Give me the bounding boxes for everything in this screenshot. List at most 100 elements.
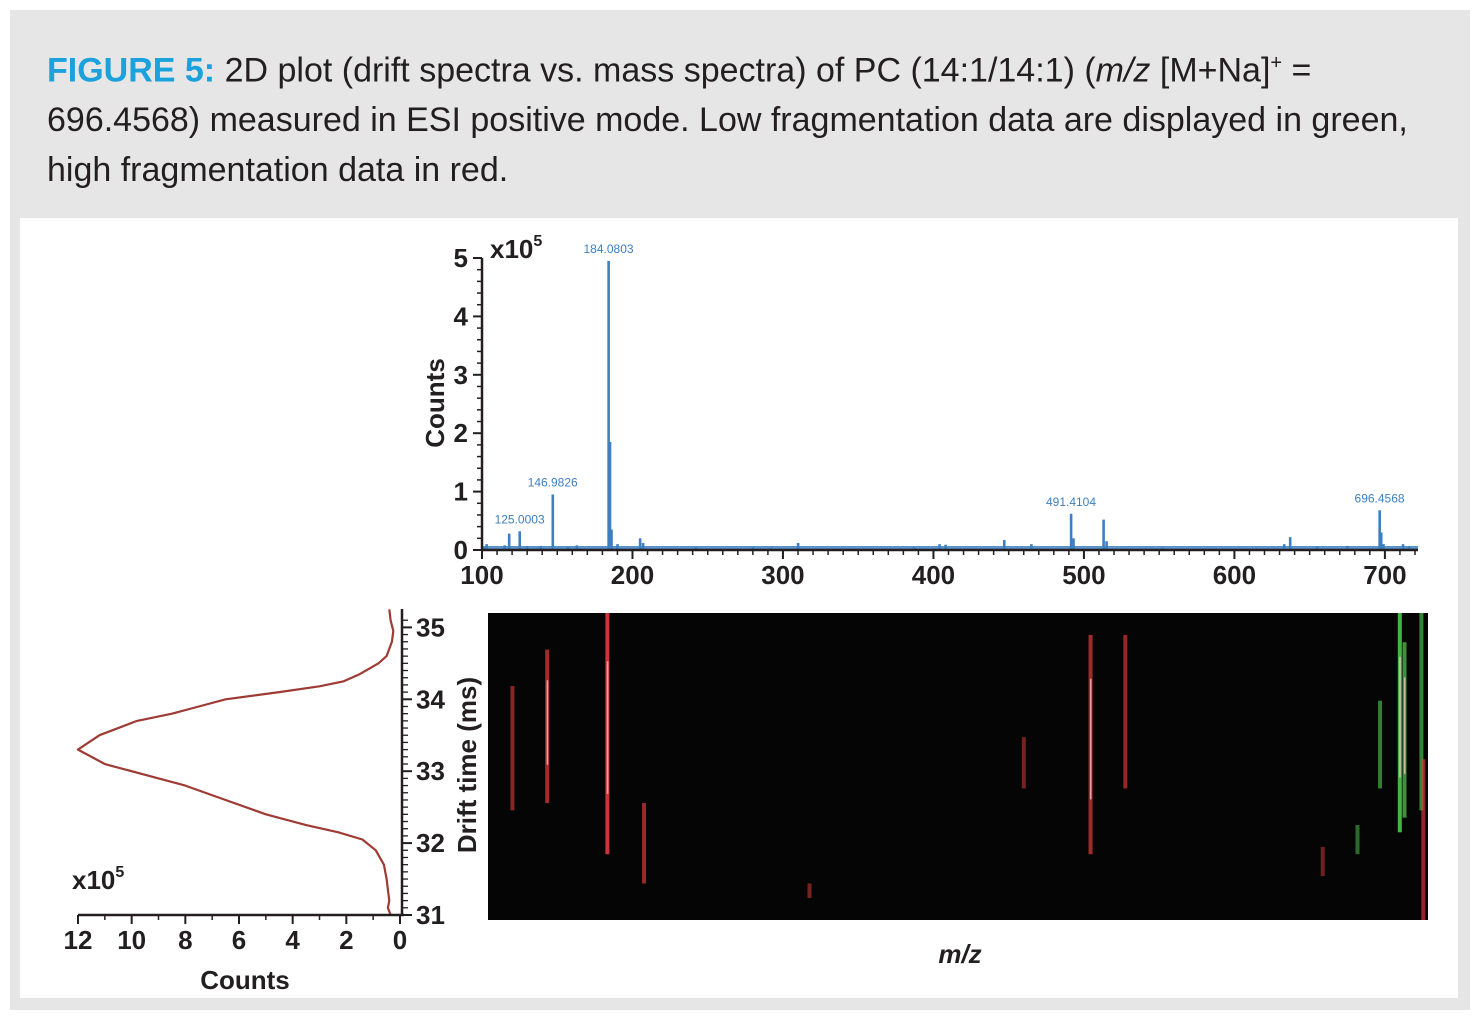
heatmap-streak-core <box>546 680 549 765</box>
ms-x-tick-label: 500 <box>1062 560 1105 590</box>
drift-spectrum: x105 Counts Drift time (ms) 12 10 8 6 4 2 0 31 3… <box>64 609 482 995</box>
drift-x-tick-label: 12 <box>64 925 93 955</box>
heatmap-streak <box>510 686 515 811</box>
heatmap-streak <box>807 883 812 899</box>
ms-peak-label: 146.9826 <box>528 476 578 490</box>
ms-peak-bar <box>566 547 570 550</box>
heatmap-xlabel: m/z <box>938 939 981 969</box>
ms-x-tick-label: 600 <box>1213 560 1256 590</box>
ms-peak-bar <box>1030 544 1033 550</box>
ms-peak-bar <box>1069 513 1073 550</box>
heatmap-streak-core <box>1089 678 1092 800</box>
ms-peak-bar <box>641 542 645 550</box>
ms-peak-bar <box>503 545 506 550</box>
heatmap-streak-core <box>606 661 609 794</box>
caption-text-3: = 696.4568) measured in ESI positive mod… <box>47 51 1408 190</box>
drift-y-tick-label: 31 <box>416 900 445 930</box>
ms-peak-bar <box>638 538 642 550</box>
ms-peak-bar <box>1315 546 1319 550</box>
figure-frame: FIGURE 5: 2D plot (drift spectra vs. mas… <box>10 10 1470 1010</box>
drift-x-multiplier-base: x10 <box>72 865 115 895</box>
ms-peak-bar <box>482 547 485 550</box>
ms-peak-bar <box>1382 544 1385 550</box>
drift-x-multiplier-exp: 5 <box>115 864 124 881</box>
drift-x-tick-label: 6 <box>232 925 246 955</box>
ms-y-multiplier-exp: 5 <box>533 233 542 250</box>
heatmap-streak <box>1355 824 1360 855</box>
heatmap-streak <box>1419 613 1424 811</box>
ms-peak-label: 696.4568 <box>1355 491 1405 505</box>
ms-peak-label: 125.0003 <box>495 512 545 526</box>
ms-peak-bar <box>938 544 941 550</box>
drift-y-tick-label: 34 <box>416 684 445 714</box>
caption-mz: m/z <box>1095 51 1151 90</box>
ms-x-tick-label: 200 <box>611 560 654 590</box>
heatmap-streak-core <box>1399 656 1401 778</box>
ms-peak-label: 491.4104 <box>1046 495 1096 509</box>
ms-peak-bar <box>607 260 610 550</box>
drift-x-tick-label: 4 <box>285 925 300 955</box>
heatmap-streak <box>1021 737 1026 789</box>
ms-baseline <box>482 546 1418 549</box>
drift-x-tick-label: 0 <box>393 925 407 955</box>
caption-sup: + <box>1270 52 1283 74</box>
ms-peak-bar <box>610 529 613 550</box>
ms-peak-bar <box>539 545 543 550</box>
ms-peak-bar <box>1346 545 1349 550</box>
drift-ylabel: Drift time (ms) <box>452 677 482 853</box>
ms-peak-bar <box>1102 519 1105 550</box>
heatmap-streak <box>1378 700 1383 789</box>
caption-text-1: 2D plot (drift spectra vs. mass spectra)… <box>215 51 1096 90</box>
ms-peak-bar <box>1401 544 1405 550</box>
ms-peak-bar <box>1105 541 1108 550</box>
ms-y-multiplier-base: x10 <box>490 234 533 264</box>
ms-peak-bar <box>1288 537 1292 550</box>
drift-trace <box>76 609 395 916</box>
ms-peak-bar <box>1002 540 1006 550</box>
drift-x-multiplier: x105 <box>72 864 124 895</box>
heatmap-2d: m/z <box>488 613 1428 969</box>
ms-peak-bar <box>525 546 529 550</box>
ms-peak-bar <box>1282 544 1286 550</box>
drift-x-tick-label: 2 <box>339 925 353 955</box>
mass-spectrum: Counts x105 125.0003146.9826184.0803491.… <box>420 233 1418 590</box>
heatmap-streak <box>642 803 647 884</box>
ms-x-tick-label: 100 <box>460 560 503 590</box>
drift-y-tick-label: 32 <box>416 828 445 858</box>
chart-svg: Counts x105 125.0003146.9826184.0803491.… <box>64 233 1428 995</box>
heatmap-background <box>488 613 1428 920</box>
heatmap-streak <box>1421 759 1426 920</box>
ms-peak-bar <box>518 531 522 550</box>
heatmap-streak <box>1320 846 1325 877</box>
ms-peak-bar <box>796 542 800 550</box>
caption-label: FIGURE 5: <box>47 51 216 90</box>
caption-text-2: [M+Na] <box>1150 51 1271 90</box>
ms-y-tick-label: 4 <box>454 301 469 331</box>
ms-peak-bar <box>608 441 612 550</box>
ms-peak-bar <box>507 533 511 550</box>
ms-y-multiplier: x105 <box>490 233 542 264</box>
figure-caption: FIGURE 5: 2D plot (drift spectra vs. mas… <box>47 38 1447 195</box>
ms-peak-bar <box>944 544 947 550</box>
ms-peak-bar <box>912 547 916 550</box>
ms-peak-label: 184.0803 <box>583 242 633 256</box>
heatmap-streak <box>1123 634 1128 789</box>
chart-panel: Counts x105 125.0003 146.9826 184.0803 491.… <box>20 218 1458 998</box>
ms-x-tick-label: 700 <box>1363 560 1406 590</box>
drift-xlabel: Counts <box>200 965 290 995</box>
ms-peak-bar <box>1378 510 1381 550</box>
ms-ylabel: Counts <box>420 358 450 448</box>
ms-y-tick-label: 3 <box>454 360 468 390</box>
ms-x-tick-label: 300 <box>761 560 804 590</box>
ms-peak-bar <box>551 494 555 550</box>
ms-y-tick-label: 1 <box>454 477 468 507</box>
ms-peak-bar <box>751 547 755 550</box>
ms-peak-bar <box>485 544 488 550</box>
ms-y-tick-label: 0 <box>454 535 468 565</box>
ms-peak-bar <box>616 544 619 550</box>
ms-y-tick-label: 5 <box>454 243 468 273</box>
ms-x-tick-label: 400 <box>912 560 955 590</box>
heatmap-streak-core <box>1403 677 1406 774</box>
drift-y-tick-label: 33 <box>416 756 445 786</box>
ms-peak-bar <box>694 547 698 550</box>
